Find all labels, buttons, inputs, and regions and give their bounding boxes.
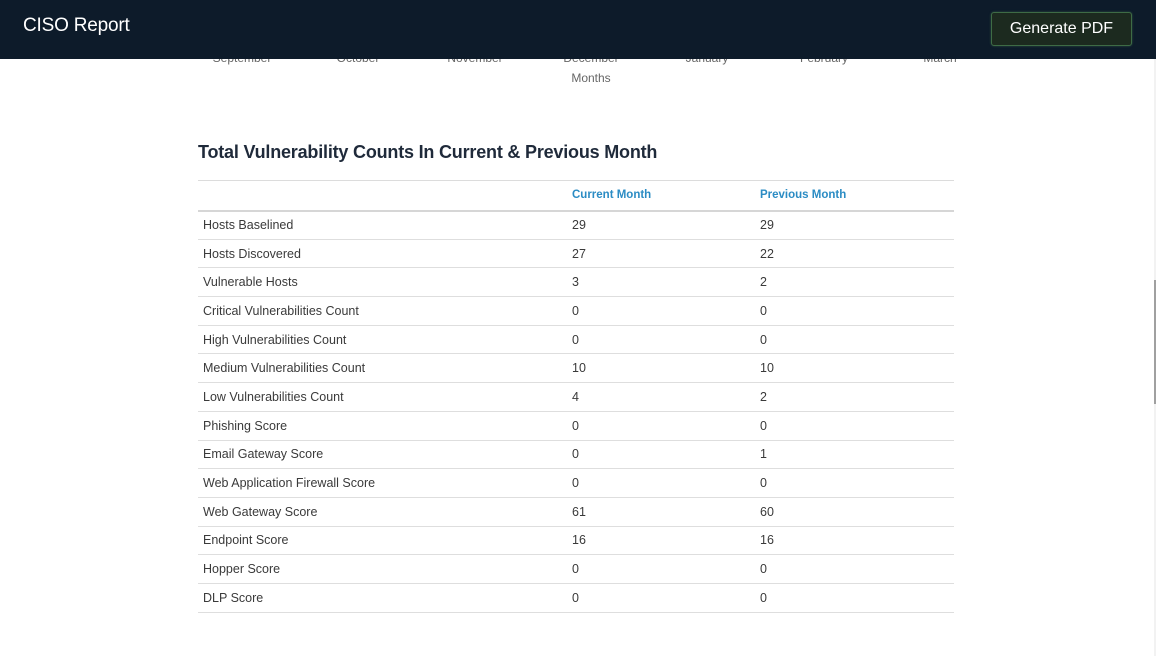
previous-month-cell: 0 xyxy=(755,296,954,326)
current-month-cell: 29 xyxy=(567,210,755,240)
metric-cell: DLP Score xyxy=(198,583,567,613)
vulnerability-counts-table: Current Month Previous Month Hosts Basel… xyxy=(198,180,954,613)
table-row: DLP Score 0 0 xyxy=(198,583,954,613)
metric-cell: Web Application Firewall Score xyxy=(198,468,567,498)
previous-month-cell: 0 xyxy=(755,554,954,584)
current-month-cell: 0 xyxy=(567,325,755,355)
header-current-month: Current Month xyxy=(567,180,755,212)
previous-month-cell: 10 xyxy=(755,353,954,384)
table-row: Hosts Baselined 29 29 xyxy=(198,210,954,240)
previous-month-cell: 29 xyxy=(755,210,954,240)
table-row: Web Application Firewall Score 0 0 xyxy=(198,468,954,498)
metric-cell: High Vulnerabilities Count xyxy=(198,325,567,355)
table-row: Endpoint Score 16 16 xyxy=(198,526,954,556)
current-month-cell: 0 xyxy=(567,583,755,613)
metric-cell: Endpoint Score xyxy=(198,526,567,556)
table-row: Hosts Discovered 27 22 xyxy=(198,239,954,269)
metric-cell: Vulnerable Hosts xyxy=(198,267,567,298)
table-row: Email Gateway Score 0 1 xyxy=(198,440,954,470)
table-header-row: Current Month Previous Month xyxy=(198,180,954,212)
metric-cell: Medium Vulnerabilities Count xyxy=(198,353,567,384)
top-bar: CISO Report Generate PDF xyxy=(0,0,1156,59)
app-title: CISO Report xyxy=(23,15,130,36)
current-month-cell: 16 xyxy=(567,526,755,556)
previous-month-cell: 0 xyxy=(755,411,954,441)
generate-pdf-button[interactable]: Generate PDF xyxy=(991,12,1132,46)
current-month-cell: 4 xyxy=(567,382,755,412)
previous-month-cell: 2 xyxy=(755,382,954,412)
header-previous-month: Previous Month xyxy=(755,180,954,212)
current-month-cell: 61 xyxy=(567,497,755,527)
x-axis-title: Months xyxy=(571,71,611,85)
previous-month-cell: 0 xyxy=(755,583,954,613)
current-month-cell: 27 xyxy=(567,239,755,269)
metric-cell: Phishing Score xyxy=(198,411,567,441)
table-row: Low Vulnerabilities Count 4 2 xyxy=(198,382,954,412)
table-row: Hopper Score 0 0 xyxy=(198,554,954,584)
scrollbar-thumb[interactable] xyxy=(1154,280,1156,404)
table-row: High Vulnerabilities Count 0 0 xyxy=(198,325,954,355)
table-row: Critical Vulnerabilities Count 0 0 xyxy=(198,296,954,326)
table-row: Web Gateway Score 61 60 xyxy=(198,497,954,527)
table-row: Medium Vulnerabilities Count 10 10 xyxy=(198,353,954,384)
previous-month-cell: 1 xyxy=(755,440,954,470)
previous-month-cell: 22 xyxy=(755,239,954,269)
table-row: Vulnerable Hosts 3 2 xyxy=(198,267,954,298)
previous-month-cell: 0 xyxy=(755,325,954,355)
header-metric xyxy=(198,180,567,212)
metric-cell: Hopper Score xyxy=(198,554,567,584)
metric-cell: Hosts Baselined xyxy=(198,210,567,240)
current-month-cell: 0 xyxy=(567,296,755,326)
previous-month-cell: 2 xyxy=(755,267,954,298)
current-month-cell: 3 xyxy=(567,267,755,298)
metric-cell: Hosts Discovered xyxy=(198,239,567,269)
previous-month-cell: 0 xyxy=(755,468,954,498)
current-month-cell: 0 xyxy=(567,411,755,441)
section-title: Total Vulnerability Counts In Current & … xyxy=(198,142,658,162)
metric-cell: Critical Vulnerabilities Count xyxy=(198,296,567,326)
current-month-cell: 0 xyxy=(567,440,755,470)
table-row: Phishing Score 0 0 xyxy=(198,411,954,441)
current-month-cell: 0 xyxy=(567,468,755,498)
previous-month-cell: 60 xyxy=(755,497,954,527)
current-month-cell: 0 xyxy=(567,554,755,584)
metric-cell: Email Gateway Score xyxy=(198,440,567,470)
current-month-cell: 10 xyxy=(567,353,755,384)
metric-cell: Low Vulnerabilities Count xyxy=(198,382,567,412)
metric-cell: Web Gateway Score xyxy=(198,497,567,527)
previous-month-cell: 16 xyxy=(755,526,954,556)
